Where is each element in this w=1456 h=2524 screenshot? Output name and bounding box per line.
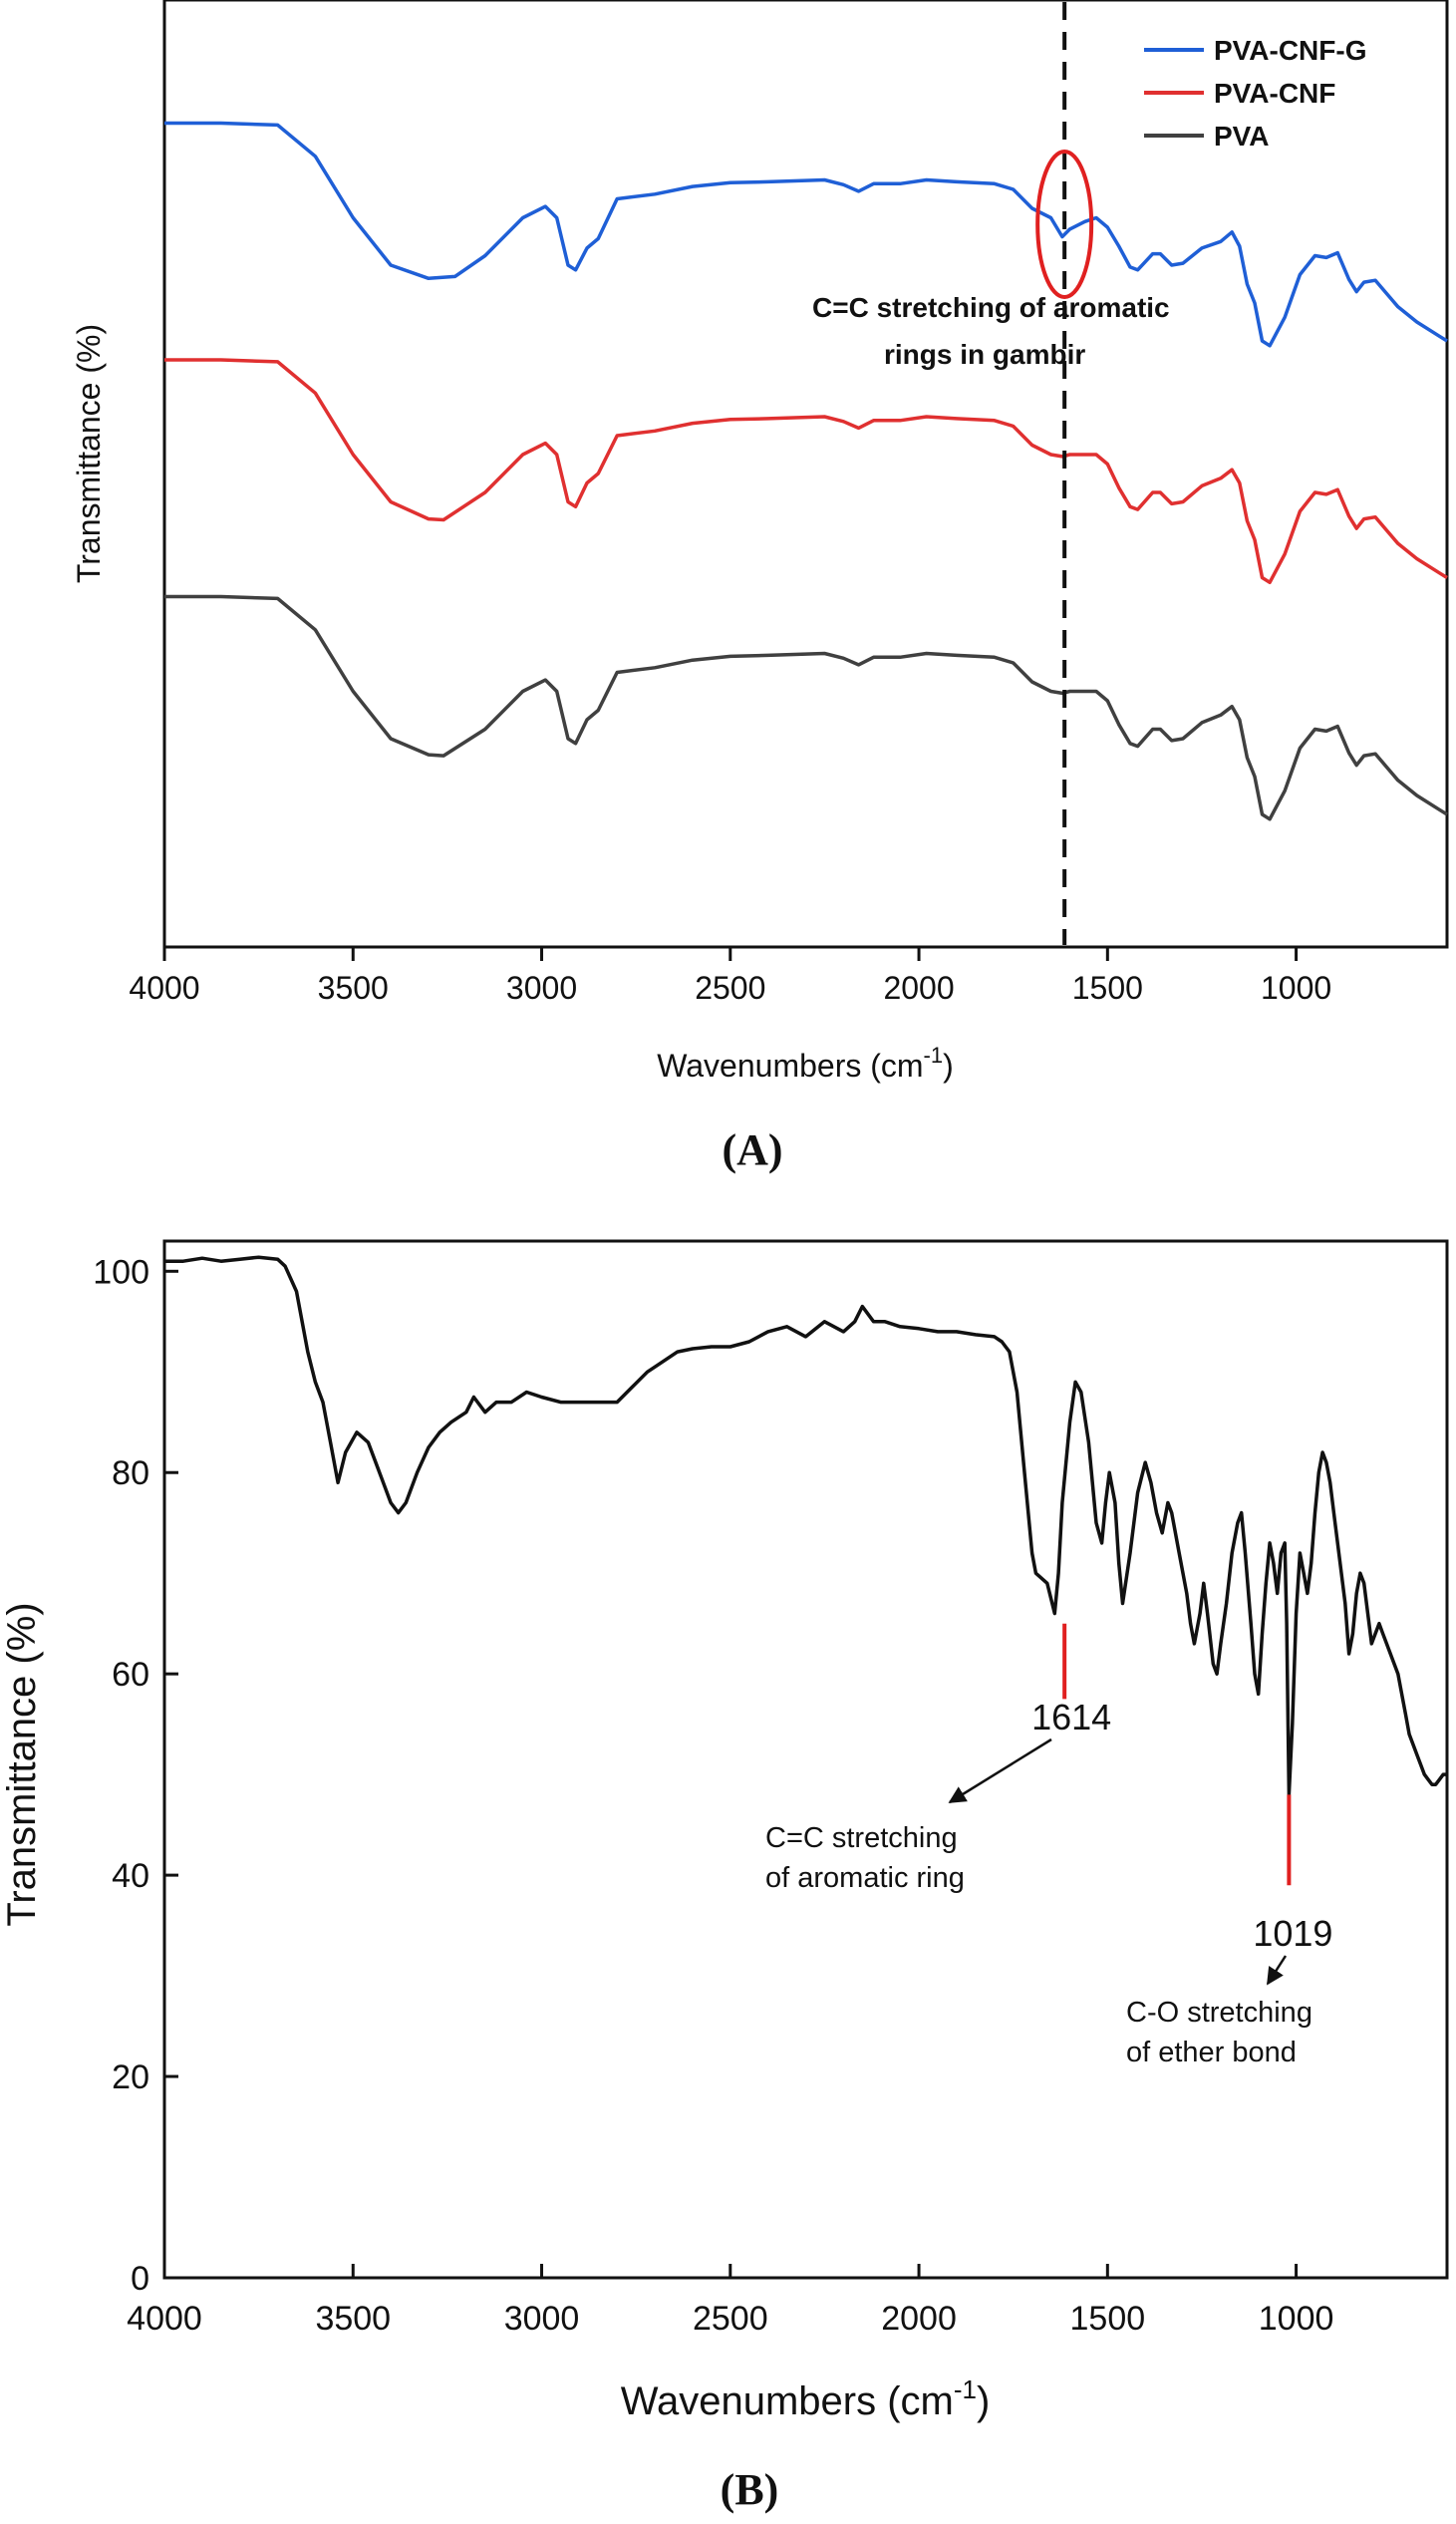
panel-a-x-tick-label: 3000 bbox=[506, 970, 577, 1006]
marker-note-1019-line-2: of ether bond bbox=[1126, 2037, 1297, 2068]
panel-b-x-tick-label: 2500 bbox=[693, 2300, 768, 2338]
panel-b-label: (B) bbox=[721, 2465, 779, 2514]
panel-a-annotation-line-1: C=C stretching of aromatic bbox=[812, 292, 1170, 323]
marker-value-1614: 1614 bbox=[1031, 1697, 1111, 1737]
panel-a-x-tick-label: 1000 bbox=[1261, 970, 1331, 1006]
panel-b-chart: 4000 3500 3000 2500 2000 1500 1000 0 20 40 60 80 100… bbox=[0, 1239, 1449, 2514]
panel-b-y-tick-label: 0 bbox=[131, 2260, 149, 2298]
panel-a-highlight-ellipse bbox=[1035, 150, 1094, 299]
panel-a-label: (A) bbox=[722, 1125, 782, 1174]
legend-label-pva-cnf: PVA-CNF bbox=[1214, 78, 1335, 109]
panel-b-series-line bbox=[164, 1255, 1447, 1797]
panel-a-y-axis-label: Transmittance (%) bbox=[71, 324, 107, 583]
panel-b-y-tick-label: 100 bbox=[93, 1253, 149, 1291]
panel-a-plot-frame bbox=[162, 0, 1449, 949]
panel-b-x-tick-label: 1500 bbox=[1070, 2300, 1146, 2338]
panel-a-legend: PVA-CNF-G PVA-CNF PVA bbox=[1144, 35, 1366, 152]
panel-b-x-tick-label: 1000 bbox=[1259, 2300, 1334, 2338]
panel-a-x-tick-label: 3500 bbox=[318, 970, 389, 1006]
panel-b-x-axis-label: Wavenumbers (cm-1) bbox=[621, 2374, 991, 2423]
panel-a-x-tick-label: 4000 bbox=[129, 970, 199, 1006]
panel-b-y-axis-label: Transmittance (%) bbox=[0, 1602, 44, 1926]
panel-b-x-tick-label: 2000 bbox=[881, 2300, 957, 2338]
panel-a-x-tick-label: 2000 bbox=[883, 970, 954, 1006]
panel-b-x-axis-label-main: Wavenumbers (cm bbox=[621, 2379, 954, 2423]
panel-b-y-tick-label: 20 bbox=[112, 2058, 149, 2096]
panel-b-x-tick-label: 3500 bbox=[315, 2300, 391, 2338]
panel-a-x-axis-label-end: ) bbox=[943, 1048, 954, 1084]
panel-a-series-line-pva-cnf-g bbox=[164, 121, 1448, 348]
marker-note-1614-line-2: of aromatic ring bbox=[765, 1862, 965, 1894]
marker-note-1019-line-1: C-O stretching bbox=[1126, 1997, 1312, 2029]
marker-value-1019: 1019 bbox=[1253, 1913, 1332, 1954]
panel-a-x-axis-label-sup: -1 bbox=[924, 1043, 944, 1068]
panel-a-x-tick-label: 1500 bbox=[1072, 970, 1143, 1006]
panel-b-x-axis-label-end: ) bbox=[977, 2379, 990, 2423]
legend-label-pva: PVA bbox=[1214, 121, 1270, 152]
panel-b-y-tick-label: 60 bbox=[112, 1656, 149, 1694]
panel-a-annotation-line-2: rings in gambir bbox=[884, 339, 1085, 370]
panel-b-y-tick-label: 40 bbox=[112, 1857, 149, 1895]
panel-a-chart: 4000 3500 3000 2500 2000 1500 1000 C=C stretch… bbox=[71, 0, 1449, 1174]
panel-a-x-tick-label: 2500 bbox=[695, 970, 765, 1006]
panel-a-x-axis-label: Wavenumbers (cm-1) bbox=[657, 1043, 954, 1084]
panel-a-x-axis-label-main: Wavenumbers (cm bbox=[657, 1048, 923, 1084]
marker-arrow-1019 bbox=[1266, 1955, 1288, 1986]
panel-b-x-tick-label: 4000 bbox=[127, 2300, 202, 2338]
legend-label-pva-cnf-g: PVA-CNF-G bbox=[1214, 35, 1366, 66]
panel-b-y-tick-label: 80 bbox=[112, 1454, 149, 1492]
panel-a-series-line-pva bbox=[164, 594, 1448, 821]
marker-note-1614-line-1: C=C stretching bbox=[765, 1822, 958, 1854]
panel-b-x-axis-label-sup: -1 bbox=[954, 2374, 977, 2404]
marker-arrow-1614 bbox=[948, 1737, 1052, 1804]
panel-b-plot-frame bbox=[162, 1239, 1449, 2280]
panel-a-series-line-pva-cnf bbox=[164, 358, 1448, 585]
panel-b-x-tick-label: 3000 bbox=[504, 2300, 580, 2338]
